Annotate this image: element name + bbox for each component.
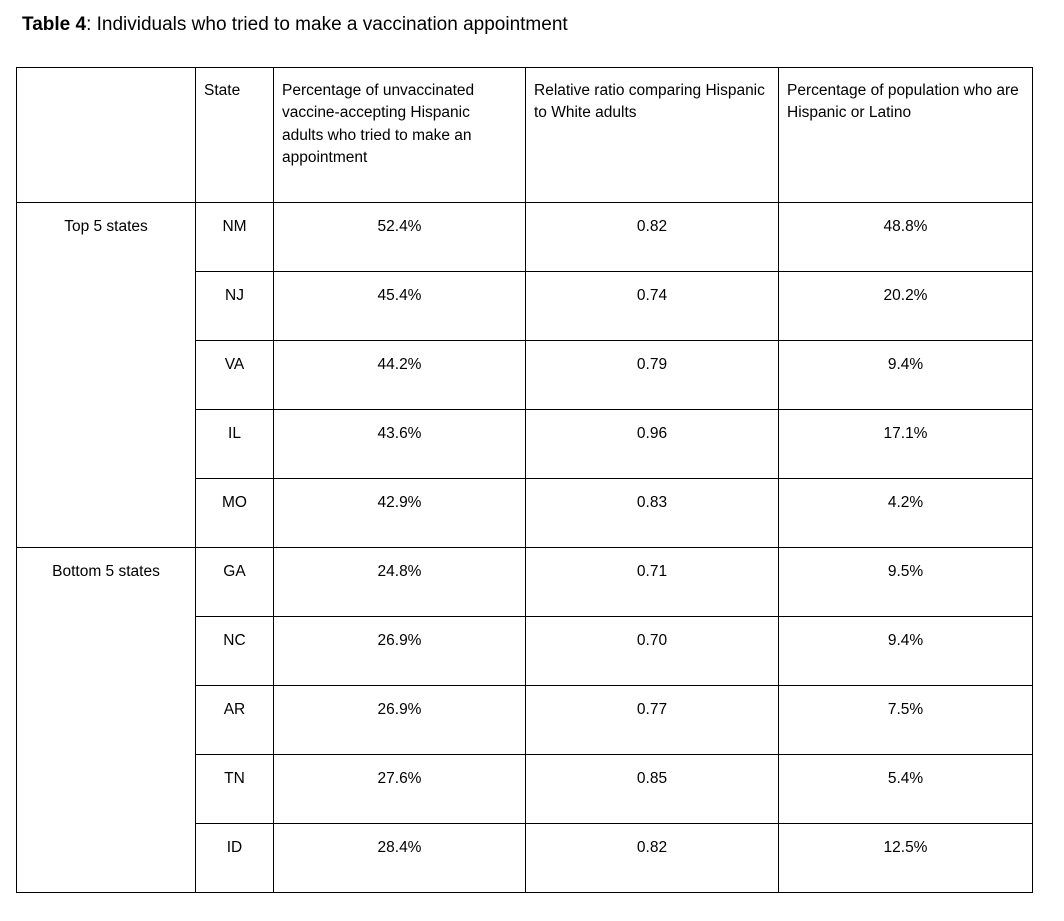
pct-population-cell: 20.2% — [778, 271, 1033, 341]
pct-population-cell: 9.4% — [778, 616, 1033, 686]
vaccination-appointment-table: State Percentage of unvaccinated vaccine… — [16, 67, 1033, 893]
pct-tried-cell: 26.9% — [273, 685, 526, 755]
state-cell: GA — [195, 547, 274, 617]
state-cell: NC — [195, 616, 274, 686]
table-row: MO 42.9% 0.83 4.2% — [17, 478, 1033, 548]
pct-tried-cell: 42.9% — [273, 478, 526, 548]
pct-population-cell: 17.1% — [778, 409, 1033, 479]
relative-ratio-cell: 0.70 — [525, 616, 779, 686]
relative-ratio-cell: 0.79 — [525, 340, 779, 410]
pct-population-cell: 9.4% — [778, 340, 1033, 410]
header-row: State Percentage of unvaccinated vaccine… — [16, 67, 1033, 203]
pct-tried-cell: 26.9% — [273, 616, 526, 686]
group-label-top5: Top 5 states — [16, 202, 196, 548]
relative-ratio-cell: 0.74 — [525, 271, 779, 341]
pct-population-cell: 4.2% — [778, 478, 1033, 548]
state-cell: VA — [195, 340, 274, 410]
state-cell: ID — [195, 823, 274, 893]
table-row: IL 43.6% 0.96 17.1% — [17, 409, 1033, 479]
header-relative-ratio: Relative ratio comparing Hispanic to Whi… — [525, 67, 779, 203]
state-cell: AR — [195, 685, 274, 755]
table-row: VA 44.2% 0.79 9.4% — [17, 340, 1033, 410]
table-row: Top 5 states NM 52.4% 0.82 48.8% — [16, 202, 1033, 548]
relative-ratio-cell: 0.96 — [525, 409, 779, 479]
pct-tried-cell: 27.6% — [273, 754, 526, 824]
pct-population-cell: 48.8% — [778, 202, 1033, 272]
relative-ratio-cell: 0.83 — [525, 478, 779, 548]
pct-population-cell: 9.5% — [778, 547, 1033, 617]
relative-ratio-cell: 0.71 — [525, 547, 779, 617]
pct-tried-cell: 43.6% — [273, 409, 526, 479]
pct-tried-cell: 45.4% — [273, 271, 526, 341]
pct-population-cell: 5.4% — [778, 754, 1033, 824]
state-cell: NJ — [195, 271, 274, 341]
header-state: State — [195, 67, 274, 203]
state-cell: IL — [195, 409, 274, 479]
header-empty-cell — [16, 67, 196, 203]
header-pct-tried: Percentage of unvaccinated vaccine-accep… — [273, 67, 526, 203]
group-label-bottom5: Bottom 5 states — [16, 547, 196, 893]
relative-ratio-cell: 0.77 — [525, 685, 779, 755]
relative-ratio-cell: 0.82 — [525, 823, 779, 893]
state-cell: TN — [195, 754, 274, 824]
table-row: AR 26.9% 0.77 7.5% — [17, 685, 1033, 755]
relative-ratio-cell: 0.82 — [525, 202, 779, 272]
state-cell: NM — [195, 202, 274, 272]
pct-tried-cell: 52.4% — [273, 202, 526, 272]
pct-tried-cell: 44.2% — [273, 340, 526, 410]
state-cell: MO — [195, 478, 274, 548]
pct-tried-cell: 28.4% — [273, 823, 526, 893]
relative-ratio-cell: 0.85 — [525, 754, 779, 824]
table-row: TN 27.6% 0.85 5.4% — [17, 754, 1033, 824]
header-pct-population: Percentage of population who are Hispani… — [778, 67, 1033, 203]
table-caption-text: : Individuals who tried to make a vaccin… — [86, 14, 568, 35]
pct-population-cell: 12.5% — [778, 823, 1033, 893]
table-row: Bottom 5 states GA 24.8% 0.71 9.5% — [16, 547, 1033, 893]
table-row: NJ 45.4% 0.74 20.2% — [17, 271, 1033, 341]
table-row: NC 26.9% 0.70 9.4% — [17, 616, 1033, 686]
table-caption: Table 4: Individuals who tried to make a… — [22, 14, 1064, 44]
table-caption-number: Table 4 — [22, 14, 87, 35]
pct-tried-cell: 24.8% — [273, 547, 526, 617]
table-row: ID 28.4% 0.82 12.5% — [17, 823, 1033, 893]
pct-population-cell: 7.5% — [778, 685, 1033, 755]
